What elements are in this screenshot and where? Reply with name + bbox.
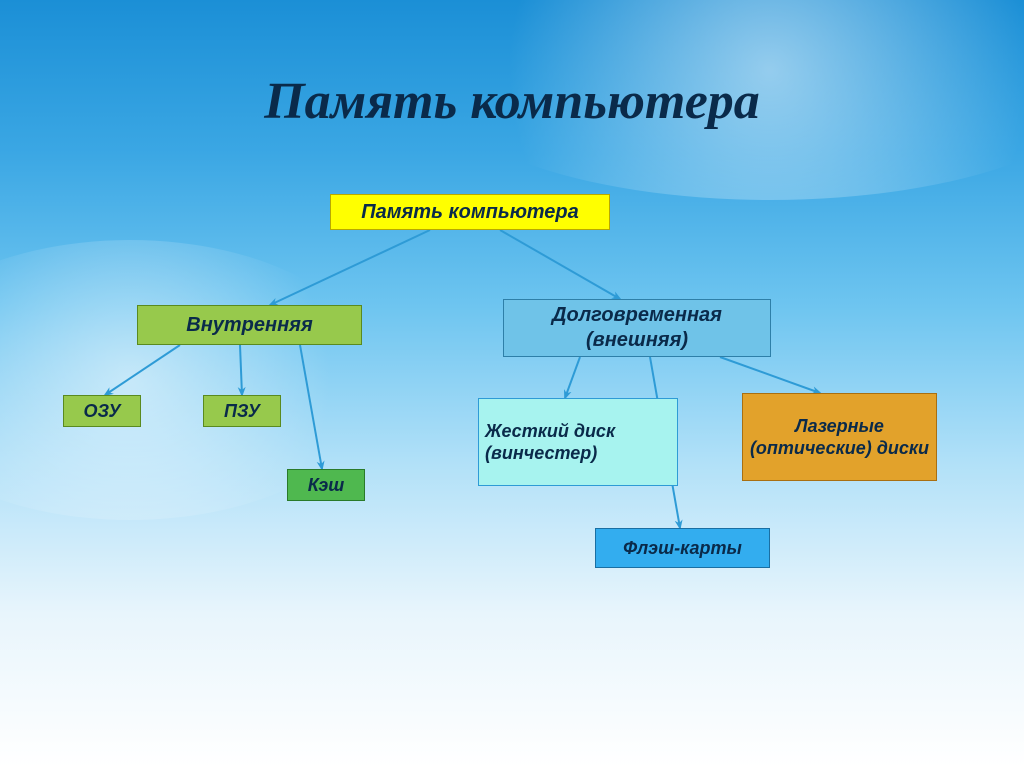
node-pzu: ПЗУ xyxy=(203,395,281,427)
node-cache: Кэш xyxy=(287,469,365,501)
node-external: Долговременная (внешняя) xyxy=(503,299,771,357)
node-optical: Лазерные (оптические) диски xyxy=(742,393,937,481)
node-ozu: ОЗУ xyxy=(63,395,141,427)
node-hdd: Жесткий диск (винчестер) xyxy=(478,398,678,486)
slide-title: Память компьютера xyxy=(0,72,1024,131)
node-flash: Флэш-карты xyxy=(595,528,770,568)
node-root: Память компьютера xyxy=(330,194,610,230)
node-internal: Внутренняя xyxy=(137,305,362,345)
